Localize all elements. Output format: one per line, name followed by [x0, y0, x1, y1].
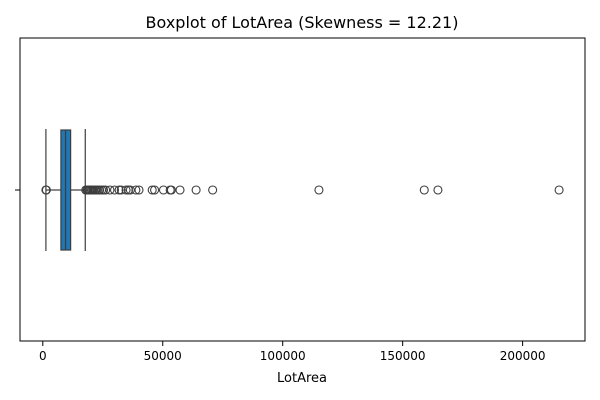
x-tick-label: 0 [39, 349, 47, 363]
outlier-point [147, 185, 157, 195]
outlier-point [166, 185, 176, 195]
outlier-point [433, 185, 443, 195]
outlier-point [125, 185, 135, 195]
outlier-group [41, 185, 564, 195]
outlier-point [191, 185, 201, 195]
outlier-point [121, 185, 131, 195]
outlier-point [134, 185, 144, 195]
outlier-point [116, 185, 126, 195]
x-axis-label: LotArea [277, 371, 327, 386]
outlier-point [208, 185, 218, 195]
x-axis: 0 50000 100000 150000 200000 [39, 341, 546, 363]
x-tick-label: 100000 [260, 349, 306, 363]
outlier-point [41, 185, 51, 195]
outlier-point [175, 185, 185, 195]
outlier-point [109, 185, 120, 195]
x-tick-label: 200000 [500, 349, 546, 363]
box-group [45, 129, 86, 251]
plot-frame [19, 37, 586, 342]
outlier-point [131, 185, 141, 195]
outlier-point [314, 185, 324, 195]
outlier-point [105, 185, 115, 195]
outlier-point [101, 185, 111, 195]
chart-title: Boxplot of LotArea (Skewness = 12.21) [146, 13, 459, 32]
outlier-point [554, 185, 564, 195]
outlier-point [150, 185, 160, 195]
x-tick-label: 150000 [380, 349, 426, 363]
x-tick-label: 50000 [144, 349, 182, 363]
outlier-point [419, 185, 429, 195]
